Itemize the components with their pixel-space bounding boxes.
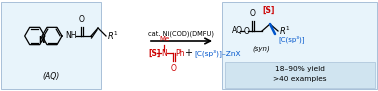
Text: (syn): (syn) xyxy=(252,46,270,53)
Text: AQ: AQ xyxy=(232,26,243,35)
Bar xyxy=(222,2,377,89)
Text: O: O xyxy=(250,9,256,18)
Text: NH: NH xyxy=(65,31,76,40)
Bar xyxy=(225,62,375,88)
Text: $R^1$: $R^1$ xyxy=(107,30,119,42)
Text: cat. Ni(COD)(DMFU): cat. Ni(COD)(DMFU) xyxy=(149,30,214,37)
Text: [S]: [S] xyxy=(263,6,275,15)
Text: N: N xyxy=(161,49,167,58)
Text: O: O xyxy=(79,15,85,24)
Text: N: N xyxy=(38,36,45,45)
Text: Me: Me xyxy=(159,36,169,42)
Text: 18–90% yield: 18–90% yield xyxy=(275,66,325,72)
Text: O: O xyxy=(171,64,177,73)
Text: (AQ): (AQ) xyxy=(42,72,60,81)
Text: Ph: Ph xyxy=(175,49,184,58)
Text: >40 examples: >40 examples xyxy=(273,76,327,82)
Text: [C(sp³)]: [C(sp³)] xyxy=(278,35,305,43)
Bar xyxy=(1,2,101,89)
Text: [S]: [S] xyxy=(148,49,160,58)
Text: +: + xyxy=(184,48,192,58)
Text: [C(sp³)]–ZnX: [C(sp³)]–ZnX xyxy=(194,49,240,57)
Text: O: O xyxy=(244,26,250,35)
Text: $R^1$: $R^1$ xyxy=(279,25,291,37)
